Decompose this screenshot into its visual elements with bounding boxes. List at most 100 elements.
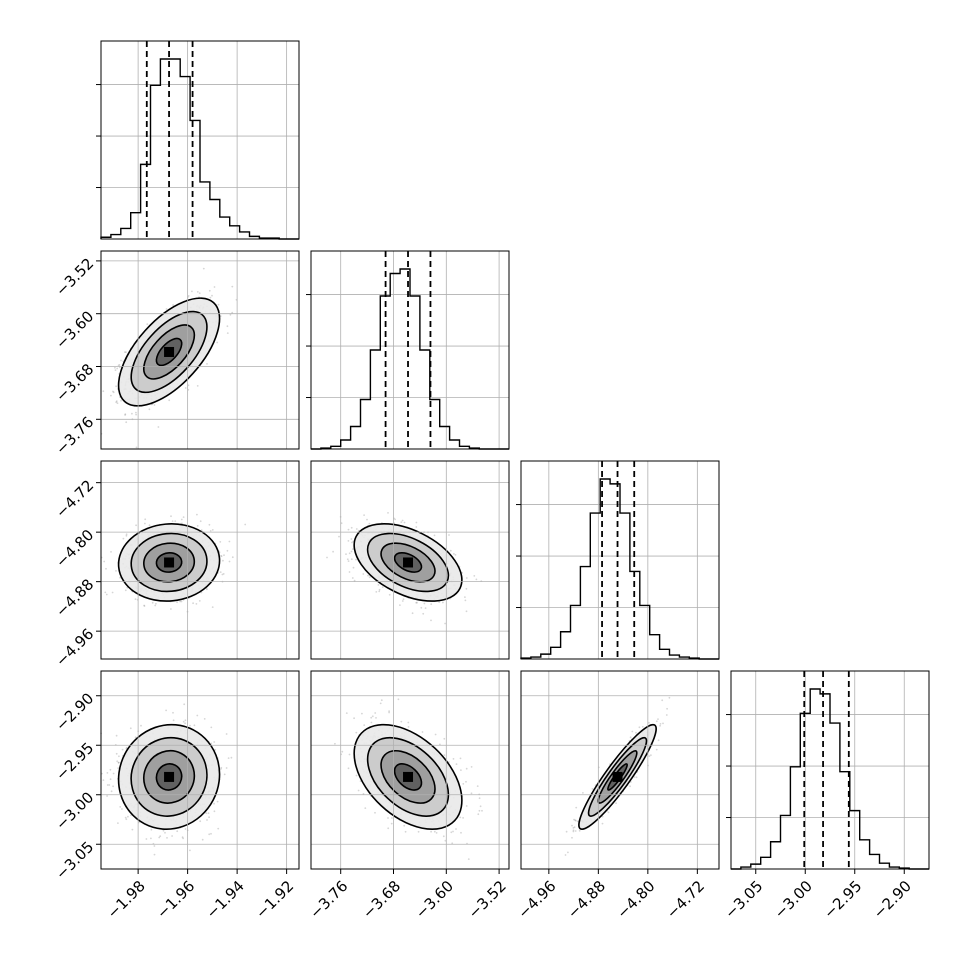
sample-point <box>206 363 208 365</box>
sample-point <box>106 784 109 786</box>
histogram-panel-3 <box>516 461 719 660</box>
sample-point <box>183 703 186 706</box>
sample-point <box>110 394 112 397</box>
sample-point <box>228 540 231 543</box>
sample-point <box>157 426 160 428</box>
sample-point <box>144 522 146 525</box>
sample-point <box>206 588 208 591</box>
sample-point <box>125 421 128 424</box>
sample-point <box>420 606 423 609</box>
density-peak <box>164 557 175 568</box>
sample-point <box>211 294 213 297</box>
sample-point <box>355 558 357 561</box>
sample-point <box>124 413 127 416</box>
sample-point <box>347 560 350 562</box>
sample-point <box>114 369 117 371</box>
sample-point <box>182 516 185 518</box>
sample-point <box>148 408 151 411</box>
histogram-panel-2 <box>306 251 509 450</box>
sample-point <box>338 535 340 538</box>
sample-point <box>401 519 404 522</box>
sample-point <box>179 600 182 603</box>
sample-point <box>394 518 396 521</box>
sample-point <box>150 837 152 840</box>
sample-point <box>115 385 117 388</box>
sample-point <box>184 387 187 389</box>
sample-point <box>219 571 222 573</box>
sample-point <box>103 560 106 563</box>
sample-point <box>208 833 211 836</box>
sample-point <box>355 528 358 530</box>
sample-point <box>184 722 187 725</box>
sample-point <box>165 709 168 712</box>
sample-point <box>465 587 468 590</box>
sample-point <box>176 601 179 604</box>
sample-point <box>112 390 114 393</box>
sample-point <box>430 619 432 622</box>
sample-point <box>244 523 247 526</box>
sample-point <box>135 524 138 527</box>
histogram-step <box>311 268 509 450</box>
sample-point <box>346 558 349 561</box>
sample-point <box>228 560 231 563</box>
sample-point <box>430 603 433 606</box>
sample-point <box>231 311 234 314</box>
sample-point <box>111 591 114 594</box>
sample-point <box>168 399 171 402</box>
panel-frame <box>730 670 930 870</box>
sample-point <box>213 286 216 288</box>
sample-point <box>217 303 220 306</box>
sample-point <box>217 827 220 830</box>
scatter-panel-1-2 <box>100 267 238 449</box>
sample-point <box>115 401 118 404</box>
sample-point <box>187 295 190 297</box>
sample-point <box>403 521 406 524</box>
sample-point <box>155 602 157 605</box>
sample-point <box>189 724 191 727</box>
sample-point <box>112 391 115 394</box>
sample-point <box>226 325 229 328</box>
sample-point <box>209 530 212 532</box>
sample-point <box>134 598 137 600</box>
sample-point <box>106 772 109 774</box>
sample-point <box>464 596 466 598</box>
sample-point <box>377 584 380 586</box>
sample-point <box>411 612 414 615</box>
sample-point <box>172 719 175 722</box>
sample-point <box>151 601 154 604</box>
sample-point <box>423 602 426 605</box>
sample-point <box>350 526 353 529</box>
sample-point <box>164 831 166 834</box>
sample-point <box>345 553 347 555</box>
sample-point <box>125 351 127 353</box>
sample-point <box>170 515 172 518</box>
sample-point <box>465 610 468 613</box>
sample-point <box>350 558 353 561</box>
sample-point <box>150 828 153 831</box>
density-peak <box>403 557 414 568</box>
sample-point <box>110 551 112 553</box>
sample-point <box>222 559 224 562</box>
sample-point <box>378 588 381 591</box>
sample-point <box>124 414 126 416</box>
sample-point <box>216 341 219 344</box>
sample-point <box>416 601 418 604</box>
sample-point <box>120 359 122 362</box>
sample-point <box>351 548 354 550</box>
sample-point <box>366 518 368 521</box>
sample-point <box>348 552 351 555</box>
sample-point <box>192 602 195 605</box>
histogram-panel-4 <box>726 671 929 870</box>
sample-point <box>208 816 211 819</box>
sample-point <box>415 526 418 528</box>
sample-point <box>210 726 213 729</box>
sample-point <box>415 521 418 524</box>
sample-point <box>220 555 222 557</box>
sample-point <box>387 512 389 514</box>
sample-point <box>153 404 156 406</box>
sample-point <box>210 832 212 835</box>
sample-point <box>368 522 371 525</box>
sample-point <box>131 828 134 831</box>
scatter-panel-1-4 <box>100 703 233 856</box>
sample-point <box>196 525 199 527</box>
